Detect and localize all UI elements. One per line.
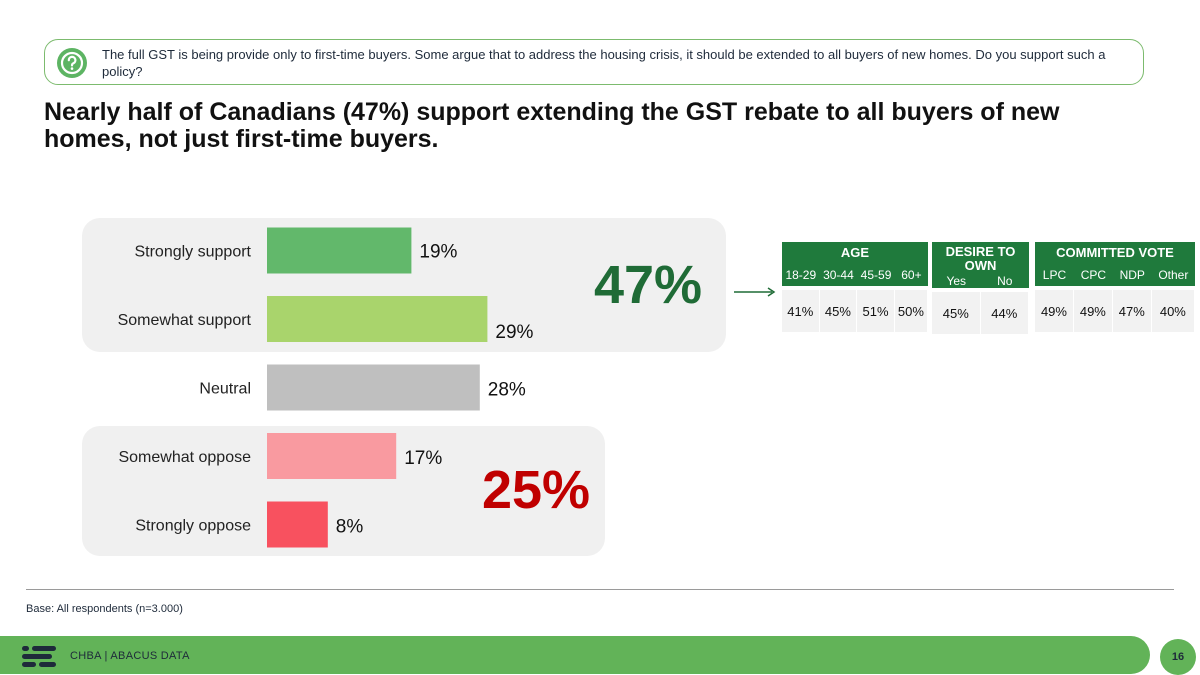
value-label: 29% xyxy=(495,322,533,343)
desire-title: DESIRE TO OWN xyxy=(932,242,1029,274)
vote-col: NDP xyxy=(1112,264,1152,286)
vote-value: 47% xyxy=(1112,290,1152,332)
page-title: Nearly half of Canadians (47%) support e… xyxy=(44,98,1060,153)
question-box: The full GST is being provide only to fi… xyxy=(44,39,1144,85)
vote-value: 49% xyxy=(1073,290,1113,332)
value-label: 17% xyxy=(404,448,442,469)
bar xyxy=(267,296,488,342)
desire-value: 44% xyxy=(980,292,1029,334)
vote-value: 49% xyxy=(1035,290,1074,332)
net-oppose-value: 25% xyxy=(481,460,591,520)
desire-col: No xyxy=(980,274,1029,288)
footer-brand: CHBA | ABACUS DATA xyxy=(70,650,190,662)
arrow-right-icon xyxy=(734,287,776,297)
age-col: 18-29 xyxy=(782,264,820,286)
age-table: AGE 18-29 30-44 45-59 60+ 41% 45% 51% 50… xyxy=(782,242,928,332)
category-label: Somewhat oppose xyxy=(118,449,251,466)
bar xyxy=(267,433,397,479)
desire-value: 45% xyxy=(932,292,981,334)
desire-table: DESIRE TO OWN Yes No 45% 44% xyxy=(932,242,1029,334)
vote-col: Other xyxy=(1151,264,1195,286)
desire-col: Yes xyxy=(932,274,981,288)
value-label: 8% xyxy=(336,517,364,538)
category-label: Neutral xyxy=(199,381,251,398)
vote-table: COMMITTED VOTE LPC CPC NDP Other 49% 49%… xyxy=(1035,242,1195,332)
footer-bar xyxy=(0,636,1150,674)
age-col: 60+ xyxy=(894,264,928,286)
age-value: 45% xyxy=(819,290,858,332)
category-label: Strongly support xyxy=(134,244,251,261)
age-value: 41% xyxy=(782,290,820,332)
bar xyxy=(267,227,412,274)
age-title: AGE xyxy=(782,242,928,264)
question-text: The full GST is being provide only to fi… xyxy=(102,47,1106,79)
age-col: 45-59 xyxy=(857,264,895,286)
category-label: Somewhat support xyxy=(118,312,252,329)
vote-title: COMMITTED VOTE xyxy=(1035,242,1195,264)
question-icon xyxy=(57,48,87,78)
abacus-logo-icon xyxy=(22,646,56,667)
vote-col: LPC xyxy=(1035,264,1074,286)
age-value: 50% xyxy=(894,290,928,332)
vote-value: 40% xyxy=(1151,290,1195,332)
value-label: 28% xyxy=(488,380,526,401)
base-note: Base: All respondents (n=3.000) xyxy=(26,603,183,615)
bar xyxy=(267,364,480,411)
page-number: 16 xyxy=(1160,639,1196,675)
value-label: 19% xyxy=(419,242,457,263)
category-label: Strongly oppose xyxy=(135,518,251,535)
age-col: 30-44 xyxy=(819,264,858,286)
age-value: 51% xyxy=(857,290,895,332)
vote-col: CPC xyxy=(1073,264,1113,286)
bar xyxy=(267,501,328,548)
footer-divider xyxy=(26,589,1174,590)
net-support-value: 47% xyxy=(593,255,703,315)
